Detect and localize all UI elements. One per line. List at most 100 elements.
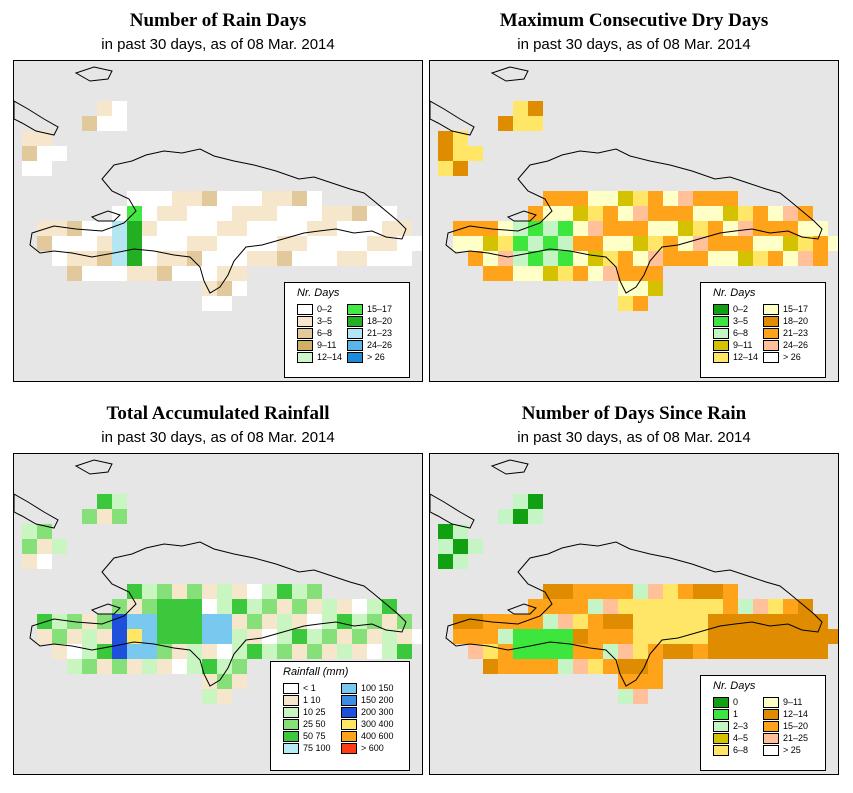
grid-cell bbox=[768, 206, 783, 221]
legend-item: 200 300 bbox=[341, 706, 394, 718]
grid-cell bbox=[618, 689, 633, 704]
grid-cell bbox=[157, 236, 172, 251]
grid-cell bbox=[127, 206, 142, 221]
grid-cell bbox=[528, 221, 543, 236]
grid-cell bbox=[382, 251, 397, 266]
grid-cell bbox=[172, 599, 187, 614]
grid-cell bbox=[678, 236, 693, 251]
legend-swatch bbox=[297, 327, 313, 339]
grid-cell bbox=[618, 614, 633, 629]
grid-cell bbox=[127, 251, 142, 266]
grid-cell bbox=[558, 236, 573, 251]
legend-label: 200 300 bbox=[361, 707, 394, 717]
legend: Rainfall (mm) < 1 1 10 10 25 25 50 50 75 75 1… bbox=[270, 661, 410, 771]
grid-cell bbox=[322, 644, 337, 659]
grid-cell bbox=[453, 629, 468, 644]
grid-cell bbox=[322, 614, 337, 629]
grid-cell bbox=[648, 221, 663, 236]
grid-cell bbox=[663, 206, 678, 221]
grid-cell bbox=[37, 146, 52, 161]
legend: Nr. Days 0–2 3–5 6–8 9–11 12–14 15–17 18–20 21–… bbox=[284, 282, 410, 378]
grid-cell bbox=[588, 266, 603, 281]
grid-cell bbox=[693, 614, 708, 629]
grid-cell bbox=[633, 599, 648, 614]
grid-cell bbox=[618, 599, 633, 614]
grid-cell bbox=[322, 221, 337, 236]
grid-cell bbox=[412, 629, 422, 644]
grid-cell bbox=[22, 554, 37, 569]
legend-swatch bbox=[763, 339, 779, 351]
legend-swatch bbox=[297, 315, 313, 327]
grid-cell bbox=[37, 539, 52, 554]
grid-cell bbox=[277, 251, 292, 266]
grid-cell bbox=[262, 629, 277, 644]
legend-item: 24–26 bbox=[763, 339, 808, 351]
grid-cell bbox=[307, 584, 322, 599]
grid-cell bbox=[277, 191, 292, 206]
legend-item: 0–2 bbox=[713, 303, 748, 315]
grid-cell bbox=[603, 629, 618, 644]
grid-cell bbox=[97, 221, 112, 236]
grid-cell bbox=[498, 509, 513, 524]
legend-item: 18–20 bbox=[763, 315, 808, 327]
legend-item: 100 150 bbox=[341, 682, 394, 694]
grid-cell bbox=[127, 629, 142, 644]
legend-label: 18–20 bbox=[367, 316, 393, 326]
grid-cell bbox=[573, 599, 588, 614]
grid-cell bbox=[723, 614, 738, 629]
grid-cell bbox=[708, 599, 723, 614]
inagua-coastline bbox=[74, 66, 113, 82]
grid-cell bbox=[558, 599, 573, 614]
legend-item: 75 100 bbox=[283, 742, 331, 754]
legend-title: Nr. Days bbox=[713, 287, 756, 299]
grid-cell bbox=[382, 614, 397, 629]
grid-cell bbox=[142, 659, 157, 674]
legend-item: 25 50 bbox=[283, 718, 326, 730]
grid-cell bbox=[382, 236, 397, 251]
grid-cell bbox=[648, 281, 663, 296]
grid-cell bbox=[558, 659, 573, 674]
grid-cell bbox=[513, 509, 528, 524]
legend-label: 4–5 bbox=[733, 733, 749, 743]
grid-cell bbox=[558, 584, 573, 599]
grid-cell bbox=[693, 644, 708, 659]
grid-cell bbox=[498, 659, 513, 674]
grid-cell bbox=[142, 644, 157, 659]
legend-item: 6–8 bbox=[297, 327, 332, 339]
grid-cell bbox=[277, 221, 292, 236]
legend-title: Nr. Days bbox=[297, 287, 340, 299]
grid-cell bbox=[573, 191, 588, 206]
grid-cell bbox=[513, 116, 528, 131]
grid-cell bbox=[573, 266, 588, 281]
legend-label: 24–26 bbox=[367, 340, 393, 350]
grid-cell bbox=[127, 266, 142, 281]
grid-cell bbox=[187, 659, 202, 674]
legend-item: 6–8 bbox=[713, 327, 748, 339]
grid-cell bbox=[588, 644, 603, 659]
grid-cell bbox=[813, 251, 828, 266]
grid-cell bbox=[543, 629, 558, 644]
grid-cell bbox=[588, 251, 603, 266]
grid-cell bbox=[217, 689, 232, 704]
grid-cell bbox=[292, 251, 307, 266]
legend-swatch bbox=[763, 732, 779, 744]
grid-cell bbox=[217, 614, 232, 629]
inagua-coastline bbox=[490, 459, 529, 475]
grid-cell bbox=[468, 644, 483, 659]
grid-cell bbox=[22, 524, 37, 539]
legend-swatch bbox=[341, 742, 357, 754]
grid-cell bbox=[127, 599, 142, 614]
panel-subtitle: in past 30 days, as of 08 Mar. 2014 bbox=[101, 429, 335, 446]
grid-cell bbox=[337, 221, 352, 236]
grid-cell bbox=[292, 614, 307, 629]
grid-cell bbox=[723, 206, 738, 221]
grid-cell bbox=[738, 614, 753, 629]
grid-cell bbox=[783, 614, 798, 629]
grid-cell bbox=[513, 659, 528, 674]
legend-swatch bbox=[763, 327, 779, 339]
grid-cell bbox=[738, 251, 753, 266]
grid-cell bbox=[783, 236, 798, 251]
grid-cell bbox=[693, 191, 708, 206]
grid-cell bbox=[708, 251, 723, 266]
grid-cell bbox=[82, 266, 97, 281]
